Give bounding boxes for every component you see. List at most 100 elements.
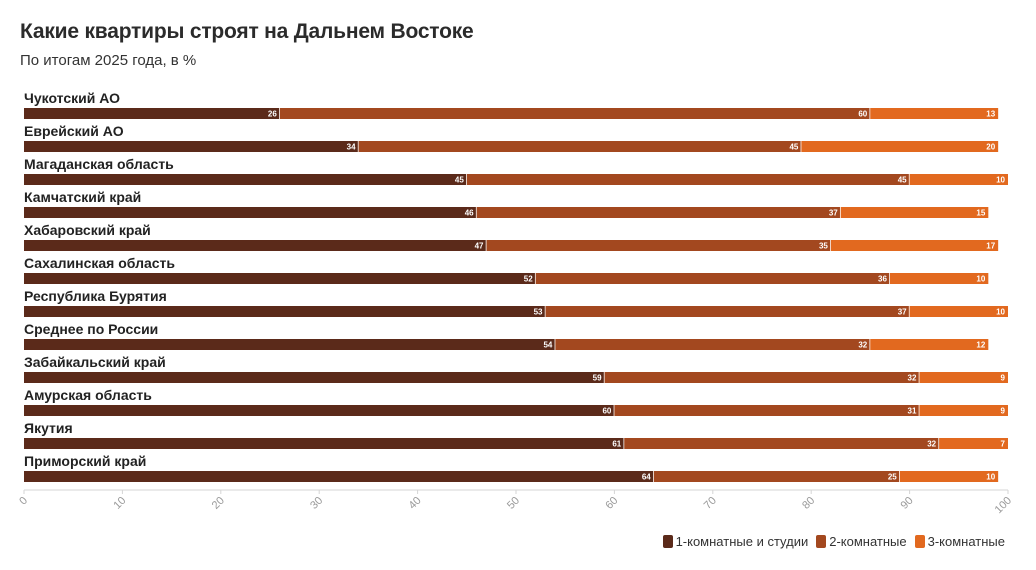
- bar-segment-two-room: [486, 240, 831, 251]
- data-label-two-room: 45: [898, 176, 907, 185]
- bar-segment-three-room: [899, 471, 999, 482]
- bar-segment-two-room: [466, 174, 910, 185]
- data-label-one-room: 46: [465, 209, 474, 218]
- bar-segment-two-room: [358, 141, 802, 152]
- data-label-two-room: 32: [927, 440, 936, 449]
- bar-segment-one-room: [24, 240, 487, 251]
- data-label-one-room: 45: [455, 176, 464, 185]
- data-label-two-room: 35: [819, 242, 828, 251]
- bar-segment-three-room: [919, 405, 1008, 416]
- bar-segment-two-room: [555, 339, 871, 350]
- category-label: Приморский край: [24, 453, 146, 469]
- data-label-one-room: 61: [612, 440, 621, 449]
- bar-segment-two-room: [604, 372, 920, 383]
- bar-segment-three-room: [909, 306, 1008, 317]
- category-label: Магаданская область: [24, 156, 174, 172]
- x-tick-label: 100: [993, 495, 1014, 516]
- bar-segment-three-room: [889, 273, 989, 284]
- bar-segment-three-room: [801, 141, 999, 152]
- category-label: Хабаровский край: [24, 222, 151, 238]
- bar-segment-three-room: [919, 372, 1008, 383]
- bar-segment-three-room: [939, 438, 1008, 449]
- data-label-two-room: 32: [908, 374, 917, 383]
- data-label-two-room: 25: [888, 473, 897, 482]
- bar-segment-two-room: [545, 306, 910, 317]
- category-label: Забайкальский край: [24, 354, 166, 370]
- data-label-two-room: 32: [858, 341, 867, 350]
- legend-swatch-two-room: [816, 535, 827, 548]
- bar-segment-one-room: [24, 438, 625, 449]
- category-label: Якутия: [24, 420, 73, 436]
- category-label: Чукотский АО: [24, 90, 120, 106]
- bar-segment-one-room: [24, 339, 556, 350]
- data-label-three-room: 10: [976, 275, 985, 284]
- data-label-one-room: 60: [602, 407, 611, 416]
- bar-segment-three-room: [870, 339, 989, 350]
- data-label-three-room: 7: [1001, 440, 1006, 449]
- bar-segment-one-room: [24, 306, 546, 317]
- x-tick-label: 60: [603, 495, 620, 512]
- x-tick-label: 40: [407, 495, 424, 512]
- bar-segment-two-room: [476, 207, 841, 218]
- data-label-one-room: 53: [534, 308, 543, 317]
- bar-segment-two-room: [535, 273, 890, 284]
- x-tick-label: 50: [505, 495, 522, 512]
- bar-segment-one-room: [24, 174, 467, 185]
- category-label: Сахалинская область: [24, 255, 175, 271]
- bar-segment-three-room: [830, 240, 999, 251]
- bar-segment-one-room: [24, 405, 615, 416]
- stacked-bar-chart: Чукотский АО 26 60 13 Еврейский АО 34 45 20 Мага…: [17, 90, 1014, 516]
- x-tick-label: 0: [17, 495, 30, 508]
- bar-segment-one-room: [24, 141, 359, 152]
- bar-segment-two-room: [653, 471, 900, 482]
- bar-segment-two-room: [624, 438, 940, 449]
- legend-label-two-room: 2-комнатные: [829, 534, 907, 549]
- category-label: Среднее по России: [24, 321, 158, 337]
- data-label-three-room: 10: [986, 473, 995, 482]
- bar-segment-one-room: [24, 108, 280, 119]
- data-label-two-room: 31: [908, 407, 917, 416]
- data-label-two-room: 45: [789, 143, 798, 152]
- legend-swatch-three-room: [914, 535, 925, 548]
- x-tick-label: 10: [111, 495, 128, 512]
- category-label: Еврейский АО: [24, 123, 124, 139]
- x-tick-label: 30: [308, 495, 325, 512]
- chart-legend: 1-комнатные и студии 2-комнатные 3-комна…: [662, 534, 1005, 549]
- data-label-one-room: 26: [268, 110, 277, 119]
- data-label-one-room: 52: [524, 275, 533, 284]
- legend-item-one-room: 1-комнатные и студии: [662, 534, 808, 549]
- bar-segment-one-room: [24, 207, 477, 218]
- data-label-three-room: 20: [986, 143, 995, 152]
- data-label-three-room: 12: [976, 341, 985, 350]
- data-label-three-room: 15: [976, 209, 985, 218]
- bar-segment-three-room: [840, 207, 989, 218]
- chart-subtitle: По итогам 2025 года, в %: [20, 52, 197, 69]
- category-label: Республика Бурятия: [24, 288, 167, 304]
- bar-segment-two-room: [614, 405, 920, 416]
- legend-swatch-one-room: [662, 535, 673, 548]
- data-label-one-room: 34: [347, 143, 356, 152]
- legend-item-two-room: 2-комнатные: [816, 534, 907, 549]
- data-label-one-room: 54: [543, 341, 552, 350]
- category-label: Амурская область: [24, 387, 152, 403]
- data-label-one-room: 64: [642, 473, 651, 482]
- legend-label-three-room: 3-комнатные: [927, 534, 1005, 549]
- x-tick-label: 90: [899, 495, 916, 512]
- data-label-one-room: 47: [475, 242, 484, 251]
- data-label-three-room: 9: [1001, 374, 1006, 383]
- data-label-one-room: 59: [593, 374, 602, 383]
- x-tick-label: 80: [800, 495, 817, 512]
- category-label: Камчатский край: [24, 189, 141, 205]
- data-label-two-room: 60: [858, 110, 867, 119]
- data-label-three-room: 10: [996, 176, 1005, 185]
- data-label-three-room: 17: [986, 242, 995, 251]
- data-label-two-room: 37: [898, 308, 907, 317]
- data-label-three-room: 9: [1001, 407, 1006, 416]
- data-label-two-room: 37: [829, 209, 838, 218]
- bar-segment-one-room: [24, 372, 605, 383]
- x-tick-label: 20: [210, 495, 227, 512]
- bar-segment-two-room: [279, 108, 871, 119]
- data-label-three-room: 13: [986, 110, 995, 119]
- data-label-two-room: 36: [878, 275, 887, 284]
- data-label-three-room: 10: [996, 308, 1005, 317]
